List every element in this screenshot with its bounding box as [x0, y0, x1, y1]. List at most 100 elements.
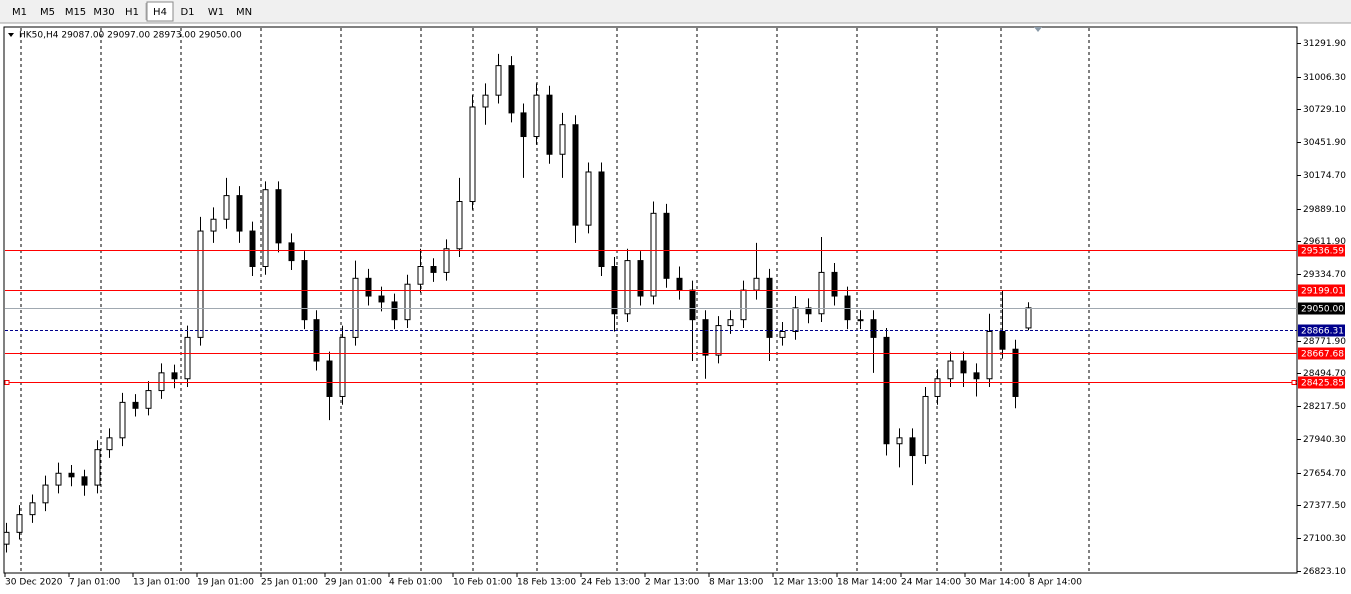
timeframe-button[interactable] — [174, 2, 201, 21]
y-tick-label: 31006.30 — [1303, 73, 1346, 83]
timeframe-button[interactable] — [202, 2, 230, 21]
candle-body — [275, 189, 282, 244]
y-tick-label: 30174.70 — [1303, 171, 1346, 181]
x-tick-label: 18 Feb 13:00 — [517, 578, 576, 588]
y-tick-label: 28771.90 — [1303, 337, 1346, 347]
candle-body — [909, 437, 916, 457]
price-level-label: 29536.59 — [1301, 247, 1344, 257]
candle-body — [94, 449, 101, 486]
price-level-tag — [1298, 376, 1345, 389]
candle-body — [572, 124, 579, 226]
x-tick-label: 24 Feb 13:00 — [581, 578, 640, 588]
y-tick-label: 29611.90 — [1303, 237, 1346, 247]
candle-body — [1025, 307, 1032, 329]
y-tick-label: 29334.70 — [1303, 270, 1346, 280]
candle-body — [236, 195, 243, 232]
candle-body — [676, 277, 683, 291]
x-tick-label: 18 Mar 14:00 — [837, 578, 897, 588]
timeframe-label[interactable]: M5 — [40, 7, 55, 18]
y-tick-label: 31291.90 — [1303, 39, 1346, 49]
candle-body — [533, 94, 540, 138]
candle-body — [792, 307, 799, 332]
y-tick-label: 26823.10 — [1303, 567, 1346, 577]
candle-body — [960, 360, 967, 374]
candle-body — [29, 502, 36, 516]
candle-body — [520, 112, 527, 138]
candle-body — [404, 283, 411, 321]
price-level-label: 28425.85 — [1301, 379, 1344, 389]
candle-body — [922, 395, 929, 457]
timeframe-button[interactable] — [231, 2, 257, 21]
x-tick-label: 8 Mar 13:00 — [709, 578, 764, 588]
candle-body — [119, 401, 126, 439]
candle-body — [585, 171, 592, 226]
candle-body — [3, 531, 10, 545]
timeframe-button[interactable] — [90, 2, 118, 21]
timeframe-button[interactable] — [146, 1, 174, 22]
candle-body — [495, 65, 502, 96]
timeframe-label[interactable]: H4 — [153, 7, 167, 18]
candle-body — [650, 212, 657, 297]
timeframe-label[interactable]: M1 — [12, 7, 27, 18]
x-tick-label: 24 Mar 14:00 — [901, 578, 961, 588]
timeframe-label[interactable]: M30 — [93, 7, 114, 18]
candle-body — [999, 330, 1006, 350]
x-tick-label: 12 Mar 13:00 — [773, 578, 833, 588]
y-tick-label: 27100.30 — [1303, 534, 1346, 544]
candle-body — [262, 189, 269, 268]
candle-body — [352, 277, 359, 338]
x-tick-label: 25 Jan 01:00 — [261, 578, 318, 588]
candle-body — [430, 266, 437, 273]
candle-body — [508, 65, 515, 114]
x-tick-label: 19 Jan 01:00 — [197, 578, 254, 588]
timeframe-button[interactable] — [62, 2, 89, 21]
candle-body — [313, 319, 320, 362]
chart-info: HK50,H4 29087.00 29097.00 28973.00 29050… — [19, 31, 242, 41]
candle-body — [753, 277, 760, 291]
timeframe-label[interactable]: H1 — [125, 7, 139, 18]
x-tick-label: 30 Mar 14:00 — [965, 578, 1025, 588]
candle-body — [934, 378, 941, 397]
candle-body — [779, 330, 786, 338]
candle-body — [702, 319, 709, 356]
candle-body — [197, 230, 204, 338]
x-tick-label: 8 Apr 14:00 — [1029, 578, 1082, 588]
toolbar — [0, 0, 1351, 23]
candle-body — [417, 266, 424, 285]
candle-body — [818, 271, 825, 315]
candle-body — [145, 390, 152, 409]
shift-marker — [1034, 27, 1042, 32]
candle-body — [158, 372, 165, 392]
candle-body — [132, 401, 139, 409]
price-level-label: 29199.01 — [1301, 287, 1344, 297]
candle-body — [223, 195, 230, 220]
candle-body — [947, 360, 954, 380]
candle-body — [378, 295, 385, 303]
candle-body — [482, 94, 489, 108]
timeframe-label[interactable]: M15 — [65, 7, 86, 18]
x-tick-label: 13 Jan 01:00 — [133, 578, 190, 588]
timeframe-button[interactable] — [6, 2, 33, 21]
candle-body — [391, 301, 398, 321]
candle-body — [288, 242, 295, 262]
candle-body — [210, 218, 217, 232]
candle-body — [365, 277, 372, 297]
info-arrow — [8, 33, 14, 37]
candle-body — [249, 230, 256, 268]
level-anchor — [4, 380, 10, 385]
timeframe-label[interactable]: MN — [236, 7, 252, 18]
timeframe-button[interactable] — [119, 2, 145, 21]
x-tick-label: 10 Feb 01:00 — [453, 578, 512, 588]
price-level-tag — [1298, 347, 1345, 360]
y-tick-label: 27654.70 — [1303, 469, 1346, 479]
candle-body — [339, 336, 346, 397]
timeframe-button[interactable] — [34, 2, 61, 21]
timeframe-label[interactable]: D1 — [180, 7, 194, 18]
candle-body — [883, 336, 890, 445]
timeframe-label[interactable]: W1 — [208, 7, 224, 18]
candle-body — [1012, 348, 1019, 397]
x-tick-label: 29 Jan 01:00 — [325, 578, 382, 588]
price-level-label: 29050.00 — [1301, 305, 1344, 315]
